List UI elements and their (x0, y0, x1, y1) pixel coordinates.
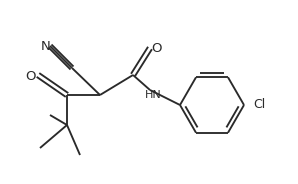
Text: O: O (26, 70, 36, 82)
Text: HN: HN (145, 90, 162, 100)
Text: N: N (41, 40, 51, 52)
Text: O: O (151, 43, 161, 56)
Text: Cl: Cl (253, 98, 265, 112)
